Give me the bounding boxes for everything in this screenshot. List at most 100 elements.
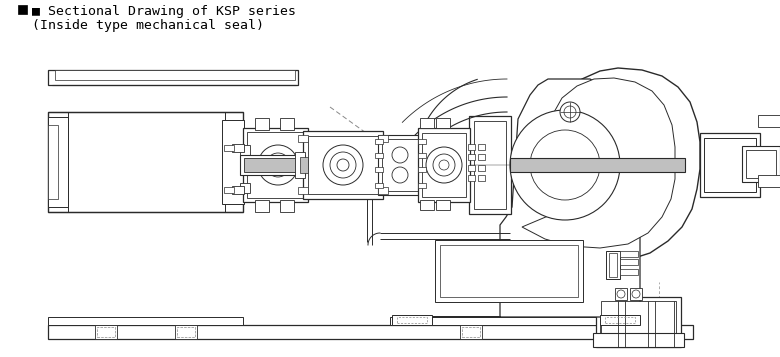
Bar — [48, 112, 243, 212]
Bar — [440, 245, 578, 297]
Bar — [375, 153, 383, 158]
Bar — [418, 153, 426, 158]
Circle shape — [323, 145, 363, 185]
Text: (Inside type mechanical seal): (Inside type mechanical seal) — [32, 19, 264, 32]
Circle shape — [273, 160, 283, 170]
Bar — [418, 139, 426, 144]
Bar — [378, 135, 423, 195]
Bar — [255, 118, 269, 130]
Bar — [247, 132, 304, 198]
Bar — [620, 269, 638, 275]
Bar — [298, 135, 308, 142]
Bar — [478, 144, 485, 150]
Bar — [232, 186, 244, 194]
Bar — [300, 157, 308, 173]
Text: ■ Sectional Drawing of KSP series: ■ Sectional Drawing of KSP series — [32, 5, 296, 18]
Bar — [620, 251, 638, 257]
Bar — [609, 253, 617, 277]
Bar — [420, 118, 434, 128]
Bar — [600, 325, 622, 339]
Bar — [280, 118, 294, 130]
Bar — [620, 259, 638, 265]
Bar — [175, 325, 197, 339]
Bar — [615, 288, 627, 300]
Bar — [418, 128, 470, 202]
Bar — [462, 327, 480, 337]
Circle shape — [564, 106, 576, 118]
Bar — [601, 301, 676, 347]
Polygon shape — [392, 79, 640, 317]
Bar — [295, 152, 305, 178]
Bar — [48, 117, 68, 207]
Bar — [222, 120, 244, 204]
Circle shape — [426, 147, 462, 183]
Bar — [435, 240, 583, 302]
Bar — [436, 118, 450, 128]
Circle shape — [560, 102, 580, 122]
Bar — [177, 327, 195, 337]
Circle shape — [510, 110, 620, 220]
Bar — [232, 144, 244, 152]
Bar — [95, 325, 117, 339]
Polygon shape — [508, 68, 700, 264]
Bar — [418, 167, 426, 172]
Bar — [746, 150, 776, 178]
Bar — [420, 200, 434, 210]
Bar — [418, 183, 426, 188]
Bar — [469, 116, 511, 214]
Bar — [510, 158, 685, 172]
Bar — [240, 145, 250, 155]
Bar — [390, 317, 642, 325]
Bar — [378, 135, 388, 142]
Bar — [758, 175, 780, 187]
Bar — [460, 325, 482, 339]
Bar — [97, 327, 115, 337]
Bar — [48, 70, 298, 85]
Bar — [280, 200, 294, 212]
Bar — [378, 187, 388, 194]
Bar — [392, 315, 432, 325]
Bar — [468, 154, 475, 160]
Circle shape — [266, 153, 290, 177]
Bar — [468, 175, 475, 181]
Bar — [758, 115, 780, 127]
Bar — [468, 144, 475, 150]
Bar — [55, 70, 295, 80]
Bar — [742, 146, 780, 182]
Circle shape — [392, 147, 408, 163]
Bar — [468, 165, 475, 171]
Bar — [436, 200, 450, 210]
Bar — [600, 315, 640, 325]
Circle shape — [433, 154, 455, 176]
Bar — [243, 128, 308, 202]
Bar — [298, 187, 308, 194]
Bar — [478, 175, 485, 181]
Bar — [244, 158, 301, 172]
Bar — [397, 317, 427, 323]
Bar — [596, 297, 681, 347]
Bar — [48, 325, 693, 339]
Bar — [422, 133, 466, 197]
Circle shape — [632, 290, 640, 298]
Circle shape — [392, 167, 408, 183]
Bar — [700, 133, 760, 197]
Bar — [593, 333, 684, 347]
Circle shape — [439, 160, 449, 170]
Bar — [244, 159, 304, 171]
Bar — [48, 317, 243, 325]
Bar — [240, 155, 305, 175]
Bar — [704, 138, 756, 192]
Circle shape — [617, 290, 625, 298]
Polygon shape — [522, 78, 675, 248]
Bar — [224, 187, 234, 193]
Bar — [375, 139, 383, 144]
Bar — [478, 154, 485, 160]
Bar — [308, 136, 378, 194]
Circle shape — [258, 145, 298, 185]
Circle shape — [330, 152, 356, 178]
Bar — [474, 121, 506, 209]
Circle shape — [530, 130, 600, 200]
Bar — [375, 167, 383, 172]
Bar — [304, 156, 589, 174]
Bar — [240, 183, 250, 193]
